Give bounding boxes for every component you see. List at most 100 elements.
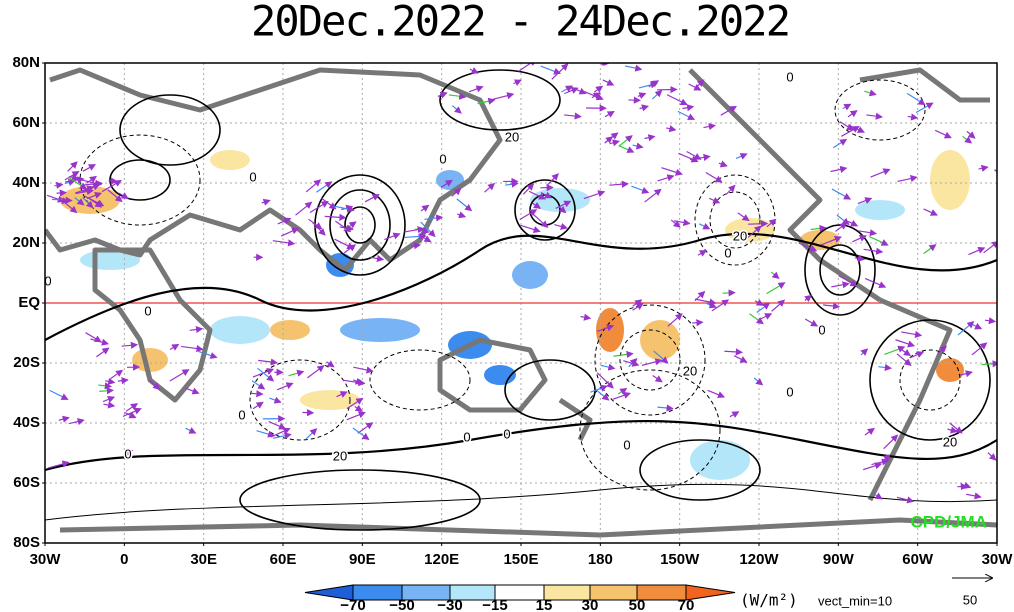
vector xyxy=(870,168,891,178)
vector xyxy=(305,179,322,193)
vector xyxy=(907,113,919,121)
vector xyxy=(937,345,948,354)
vector xyxy=(820,235,842,246)
vector xyxy=(277,217,292,225)
contour-label: 0 xyxy=(463,429,470,444)
vector xyxy=(593,85,604,93)
vector xyxy=(96,347,110,358)
lon-label: 180 xyxy=(588,551,613,568)
contour-label: 0 xyxy=(503,426,510,441)
vector xyxy=(295,201,313,216)
shade-blob xyxy=(690,440,750,480)
vector xyxy=(923,208,938,216)
vector xyxy=(863,247,884,255)
contour-label: 0 xyxy=(623,437,630,452)
shade-blob xyxy=(855,200,905,220)
vector xyxy=(641,358,663,366)
vector xyxy=(857,197,873,205)
vector xyxy=(64,170,80,181)
vector xyxy=(667,313,683,327)
vector xyxy=(983,240,997,254)
vector xyxy=(457,211,467,219)
contour xyxy=(239,469,481,531)
contour-label: 0 xyxy=(144,303,151,318)
vector xyxy=(831,188,852,200)
vector xyxy=(618,145,635,153)
lon-label: 60W xyxy=(902,551,934,568)
vector xyxy=(705,172,723,183)
colorbar: −70 −50 −30 −15 15 30 50 70 xyxy=(304,584,736,612)
lat-label: 80S xyxy=(13,534,40,551)
vector xyxy=(637,92,647,100)
shade-blob xyxy=(270,320,310,340)
lat-label: 40N xyxy=(12,174,40,191)
vector xyxy=(370,254,385,263)
contour-label: 20 xyxy=(683,363,697,378)
vect-min: vect_min=10 xyxy=(818,593,892,608)
vector xyxy=(185,427,197,434)
vector xyxy=(98,382,113,390)
vector xyxy=(971,342,988,356)
vector xyxy=(85,332,102,343)
vector xyxy=(962,135,973,144)
vector xyxy=(189,325,204,334)
vector xyxy=(632,303,644,311)
vector xyxy=(261,198,271,206)
vector xyxy=(897,175,918,183)
contour xyxy=(329,189,391,261)
contour xyxy=(594,304,706,416)
contour xyxy=(109,159,171,201)
contour-label: 20 xyxy=(333,448,347,463)
vector xyxy=(269,396,282,404)
vector xyxy=(766,282,786,295)
vector xyxy=(632,142,644,150)
contour-label: 20 xyxy=(943,434,957,449)
vector xyxy=(353,366,374,374)
vector xyxy=(528,190,547,200)
vector xyxy=(617,387,628,395)
colorbar-label: −50 xyxy=(389,597,414,612)
vector xyxy=(75,185,95,194)
contour xyxy=(514,179,576,241)
contour xyxy=(439,69,561,131)
vector xyxy=(252,401,264,410)
vector xyxy=(417,233,432,243)
vector xyxy=(884,345,906,355)
vector xyxy=(670,219,681,228)
vector xyxy=(103,401,116,409)
vector xyxy=(832,138,848,149)
vector xyxy=(968,246,986,256)
vector xyxy=(333,205,355,213)
vector xyxy=(305,428,318,440)
vector xyxy=(677,110,696,120)
contours xyxy=(45,69,997,531)
vector xyxy=(540,65,562,75)
vector xyxy=(451,187,462,197)
lon-label: 60E xyxy=(270,551,297,568)
contour xyxy=(869,319,991,441)
vector xyxy=(185,387,200,395)
colorbar-label: 15 xyxy=(536,597,553,612)
vector xyxy=(638,81,658,89)
vector xyxy=(694,298,717,306)
contour xyxy=(709,191,761,249)
vector xyxy=(962,482,972,489)
contour-label: 0 xyxy=(724,245,731,260)
vector xyxy=(707,389,726,399)
lon-label: 120E xyxy=(424,551,459,568)
lon-label: 0 xyxy=(120,551,128,568)
vector xyxy=(896,496,915,504)
colorbar-label: 50 xyxy=(629,597,646,612)
contour xyxy=(344,206,376,244)
vector xyxy=(54,181,64,189)
vector xyxy=(583,190,606,200)
vector xyxy=(384,232,401,241)
vector xyxy=(957,321,975,336)
vector xyxy=(492,92,515,100)
vector xyxy=(451,105,462,114)
colorbar-label: 30 xyxy=(582,597,599,612)
vector xyxy=(118,192,129,199)
vector xyxy=(804,318,819,327)
vector xyxy=(519,209,538,221)
